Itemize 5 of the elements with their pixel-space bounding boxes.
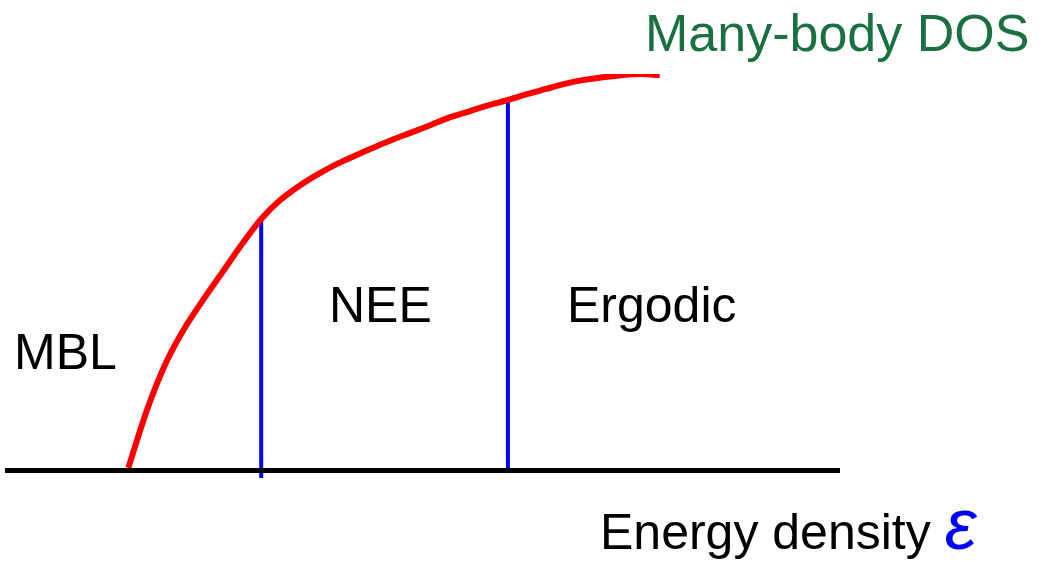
y-axis-title: Many-body DOS: [645, 4, 1030, 62]
annotation: NEE: [329, 277, 432, 333]
annotation: Ergodic: [567, 277, 737, 333]
annotation: MBL: [14, 324, 117, 380]
x-axis-title: Energy density ε: [600, 484, 978, 562]
